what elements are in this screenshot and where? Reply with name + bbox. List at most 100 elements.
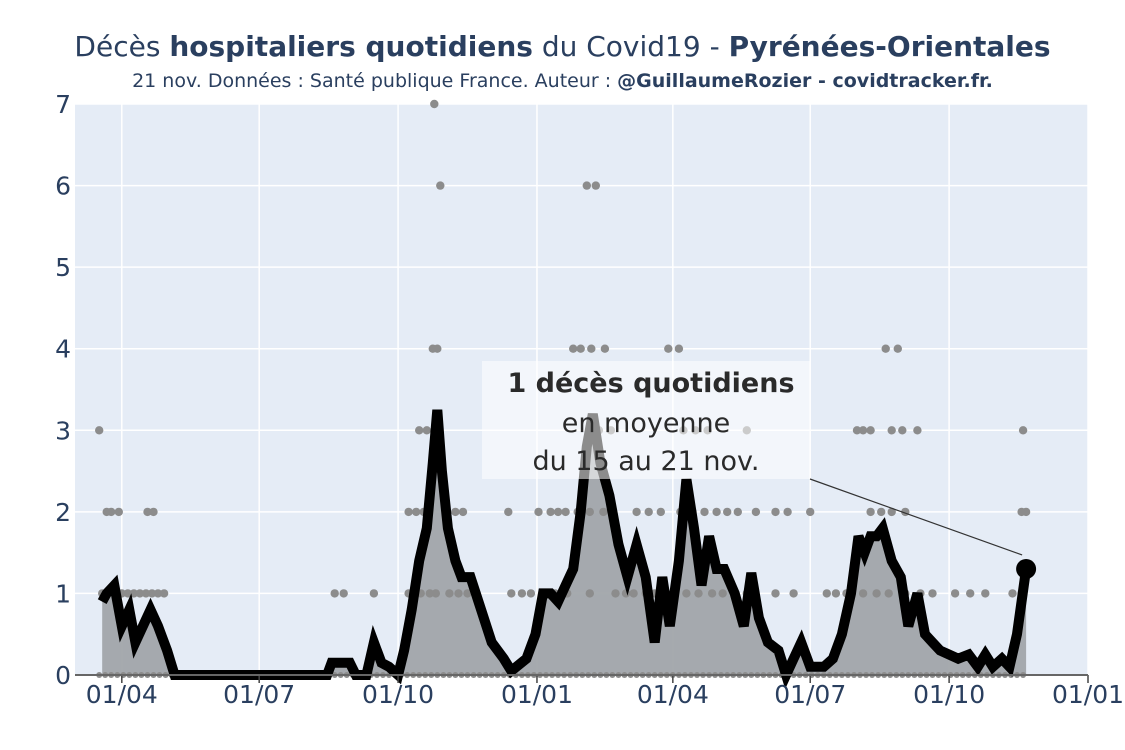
y-tick-label: 0 bbox=[55, 661, 71, 690]
x-tick-label: 01/07 bbox=[774, 680, 846, 709]
data-point bbox=[877, 507, 886, 517]
data-point bbox=[707, 589, 717, 598]
data-point bbox=[674, 344, 684, 353]
data-point bbox=[517, 589, 527, 598]
data-point bbox=[430, 99, 439, 109]
x-tick-label: 01/10 bbox=[913, 680, 985, 709]
data-point bbox=[454, 589, 463, 598]
data-point bbox=[913, 426, 922, 435]
axes: 0 1 2 3 4 5 6 7 01/04 01/07 01/10 01/01 01/04 01/07 01… bbox=[55, 90, 1124, 709]
data-point bbox=[1008, 589, 1017, 598]
data-point bbox=[694, 589, 703, 598]
data-point bbox=[928, 589, 937, 598]
data-point bbox=[404, 507, 413, 517]
chart-subtitle: 21 nov. Données : Santé publique France.… bbox=[0, 70, 1125, 92]
data-point bbox=[858, 589, 868, 598]
moving-average-line bbox=[97, 409, 1032, 689]
title-bold-metric: hospitaliers quotidiens bbox=[169, 30, 533, 63]
y-tick-label: 5 bbox=[55, 253, 71, 282]
chart-title: Décès hospitaliers quotidiens du Covid19… bbox=[0, 30, 1125, 63]
y-tick-label: 6 bbox=[55, 172, 71, 201]
data-point bbox=[114, 507, 124, 517]
data-point bbox=[751, 507, 761, 517]
title-bold-region: Pyrénées-Orientales bbox=[728, 30, 1051, 63]
data-point bbox=[369, 589, 379, 598]
annotation-box bbox=[482, 361, 810, 479]
data-point bbox=[966, 589, 975, 598]
data-point bbox=[582, 181, 591, 190]
y-tick-label: 4 bbox=[55, 335, 71, 364]
data-point bbox=[422, 426, 431, 435]
data-point bbox=[733, 507, 742, 517]
data-point bbox=[884, 589, 893, 598]
data-point bbox=[893, 344, 902, 353]
data-point bbox=[339, 589, 348, 598]
title-prefix: Décès bbox=[74, 30, 170, 63]
data-point bbox=[866, 426, 875, 435]
data-point bbox=[585, 507, 594, 517]
data-point bbox=[153, 589, 163, 598]
data-point bbox=[415, 426, 424, 435]
data-point bbox=[611, 589, 620, 598]
title-mid: du Covid19 - bbox=[532, 30, 729, 63]
data-point bbox=[526, 589, 536, 598]
data-point bbox=[135, 589, 145, 598]
data-point bbox=[898, 426, 907, 435]
data-point bbox=[771, 589, 780, 598]
annotation: 1 décès quotidiens en moyenne du 15 au 21 … bbox=[482, 361, 1023, 556]
data-point bbox=[887, 507, 896, 517]
data-point bbox=[718, 589, 727, 598]
annotation-line2: en moyenne bbox=[562, 408, 731, 439]
data-point bbox=[656, 507, 665, 517]
data-point bbox=[1021, 507, 1031, 517]
data-point bbox=[143, 507, 152, 517]
data-point bbox=[107, 507, 116, 517]
data-point bbox=[682, 589, 691, 598]
data-point bbox=[887, 426, 896, 435]
data-point bbox=[981, 589, 990, 598]
data-point bbox=[159, 589, 169, 598]
data-point bbox=[771, 507, 780, 517]
data-point bbox=[553, 507, 563, 517]
data-point bbox=[822, 589, 831, 598]
annotation-line3: du 15 au 21 nov. bbox=[532, 446, 759, 477]
data-point bbox=[783, 507, 792, 517]
data-point bbox=[436, 181, 445, 190]
data-point bbox=[585, 589, 594, 598]
x-tick-label: 01/01 bbox=[501, 680, 573, 709]
data-point bbox=[866, 507, 875, 517]
data-point bbox=[425, 589, 434, 598]
data-point bbox=[561, 507, 570, 517]
data-point bbox=[504, 507, 513, 517]
data-point bbox=[881, 344, 890, 353]
y-tick-label: 1 bbox=[55, 579, 71, 608]
data-point bbox=[141, 589, 151, 598]
data-point bbox=[599, 507, 608, 517]
x-tick-label: 01/04 bbox=[637, 680, 709, 709]
data-point bbox=[852, 426, 862, 435]
data-point bbox=[431, 589, 440, 598]
x-tick-label: 01/04 bbox=[86, 680, 158, 709]
data-point bbox=[600, 344, 610, 353]
data-point bbox=[534, 507, 543, 517]
data-point bbox=[451, 507, 460, 517]
data-point bbox=[700, 507, 709, 517]
data-point bbox=[950, 589, 960, 598]
data-point bbox=[858, 426, 868, 435]
data-point bbox=[591, 181, 600, 190]
data-point bbox=[95, 426, 104, 435]
x-tick-label: 01/01 bbox=[1052, 680, 1124, 709]
data-point bbox=[587, 344, 596, 353]
data-point bbox=[569, 344, 578, 353]
data-point bbox=[463, 589, 472, 598]
data-point bbox=[458, 507, 468, 517]
data-point bbox=[433, 344, 442, 353]
annotation-arrow bbox=[809, 478, 1023, 556]
x-tick-label: 01/10 bbox=[362, 680, 434, 709]
annotation-bold-text: 1 décès quotidiens bbox=[507, 368, 794, 399]
data-point bbox=[806, 507, 815, 517]
data-point bbox=[147, 589, 157, 598]
data-point bbox=[412, 507, 421, 517]
data-point bbox=[632, 507, 641, 517]
